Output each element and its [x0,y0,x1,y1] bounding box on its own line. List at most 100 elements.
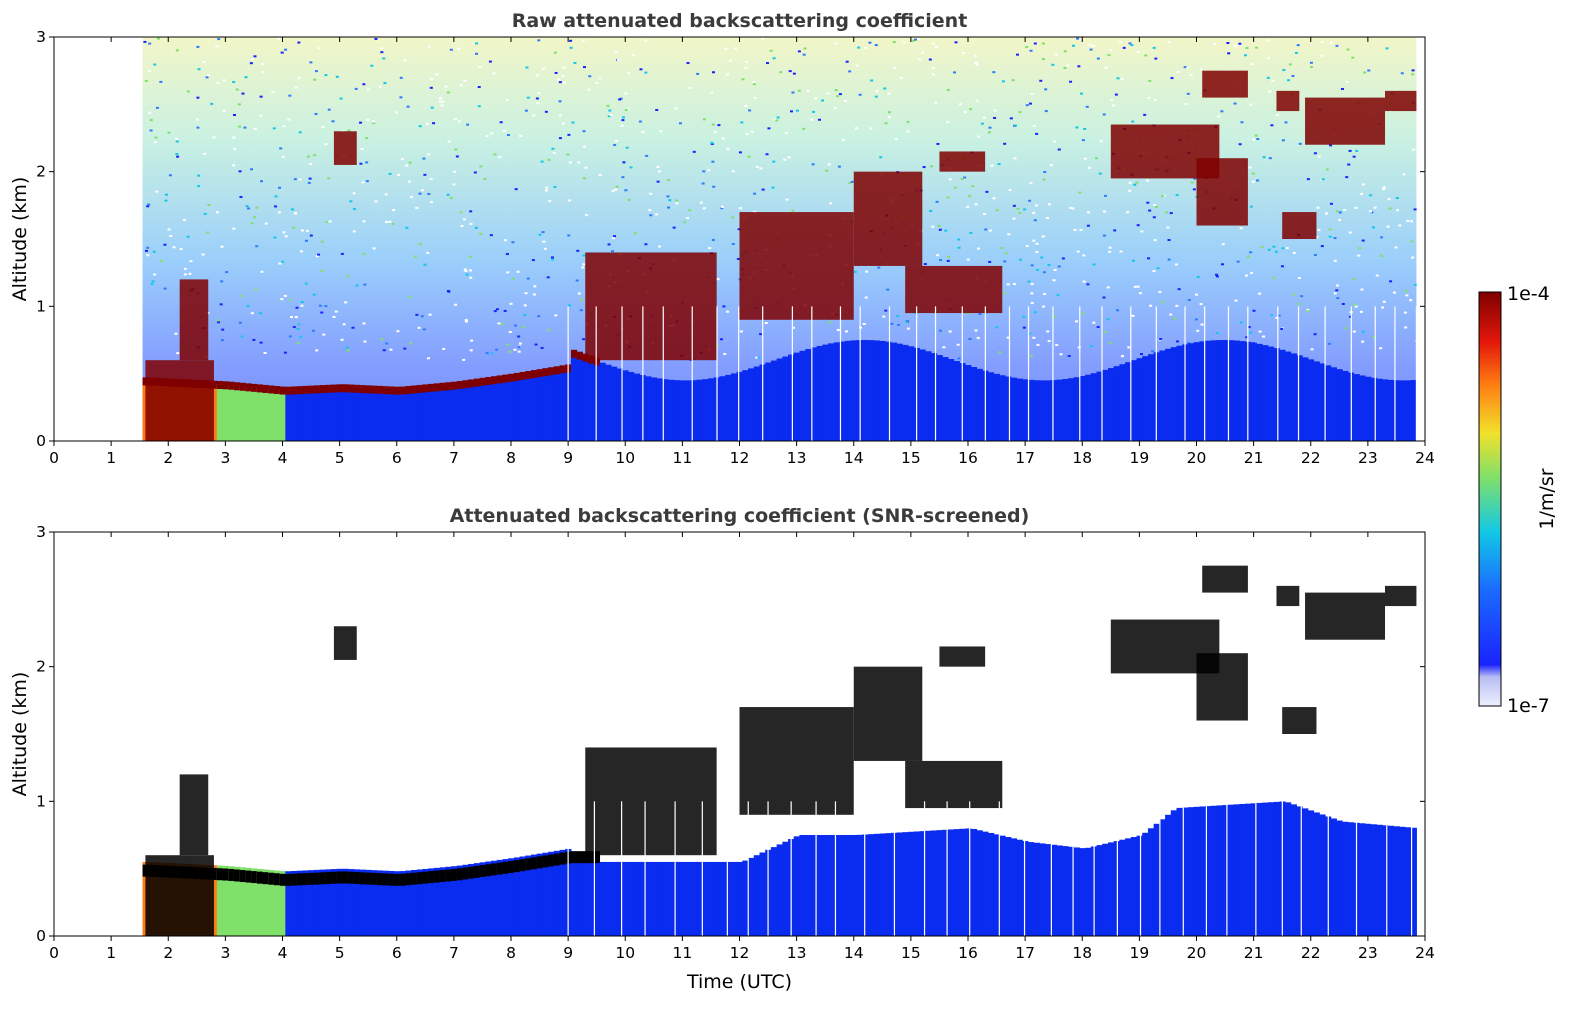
noise-pixel [1054,53,1058,56]
noise-pixel [1348,149,1352,152]
noise-pixel [833,106,837,109]
noise-pixel [884,309,888,312]
x-tick-label: 2 [163,449,173,467]
screened-signal-cell [593,861,601,936]
noise-pixel [260,270,264,273]
noise-pixel [238,170,242,173]
noise-pixel [1251,180,1255,183]
boundary-layer-cell [1216,340,1223,441]
noise-pixel [245,205,249,208]
noise-pixel [869,127,873,130]
noise-pixel [1256,138,1260,141]
cloud-base-cell [468,379,475,388]
noise-pixel [1345,80,1349,83]
noise-pixel [513,348,517,351]
screened-signal-cell [913,831,920,936]
noise-pixel [163,287,167,290]
screened-signal-cell [1239,803,1246,936]
noise-pixel [1215,332,1219,335]
noise-pixel [212,136,216,139]
noise-pixel [176,155,180,158]
screened-signal-cell [405,870,412,936]
noise-pixel [736,257,740,260]
screened-signal-cell [1125,838,1132,936]
noise-pixel [582,177,586,180]
x-tick-label: 11 [673,944,693,962]
noise-pixel [447,290,451,293]
noise-pixel [174,137,178,140]
noise-pixel [1333,259,1337,262]
noise-pixel [246,304,250,307]
boundary-layer-cell [570,352,578,441]
screened-signal-cell [1250,803,1257,936]
noise-pixel [153,141,157,144]
noise-pixel [1033,219,1037,222]
noise-pixel [548,199,552,202]
noise-pixel [587,88,591,91]
noise-pixel [442,347,446,350]
screened-signal-cell [1410,827,1417,936]
screened-signal-cell [262,869,269,936]
noise-pixel [733,47,737,50]
screened-signal-cell [628,861,635,936]
noise-pixel [1300,295,1304,298]
noise-pixel [309,234,313,237]
noise-pixel [1404,326,1408,329]
noise-pixel [313,78,317,81]
saturated-cloud-cell [496,862,503,875]
noise-pixel [352,208,356,211]
noise-pixel [541,231,545,234]
noise-pixel [711,238,715,241]
noise-pixel [1297,302,1301,305]
noise-pixel [615,139,619,142]
noise-pixel [577,292,581,295]
noise-pixel [298,178,302,181]
noise-pixel [1170,77,1174,80]
boundary-layer-cell [576,354,583,441]
cloud-base-cell [559,365,566,374]
noise-pixel [946,196,950,199]
noise-pixel [1369,194,1373,197]
noise-pixel [317,47,321,50]
saturated-cloud-cell [239,870,246,883]
noise-pixel [428,313,432,316]
noise-pixel [1042,271,1046,274]
noise-pixel [1361,330,1365,333]
noise-pixel [255,245,259,248]
noise-pixel [347,129,351,132]
noise-pixel [1336,284,1340,287]
screened-signal-cell [696,861,703,936]
screened-signal-cell [1067,846,1075,936]
boundary-layer-cell [993,373,1000,441]
noise-pixel [675,199,679,202]
noise-pixel [1073,228,1077,231]
noise-pixel [1095,157,1099,160]
noise-pixel [240,294,244,297]
noise-pixel [1077,38,1081,41]
noise-pixel [1081,312,1085,315]
boundary-layer-cell [1296,355,1303,441]
noise-pixel [612,237,616,240]
boundary-layer-cell [313,388,321,441]
noise-pixel [1284,121,1288,124]
screened-signal-cell [1302,808,1309,936]
screened-signal-cell [296,870,303,936]
noise-pixel [423,173,427,176]
noise-pixel [1267,56,1271,59]
noise-pixel [1088,43,1092,46]
boundary-layer-cell [228,384,235,441]
screened-signal-cell [896,832,903,936]
noise-pixel [490,352,494,355]
boundary-layer-cell [1027,379,1035,441]
noise-pixel [335,75,339,78]
noise-pixel [1379,254,1383,257]
screened-signal-cell [1107,842,1115,936]
x-tick-label: 11 [673,449,693,467]
noise-pixel [391,222,395,225]
noise-pixel [1082,280,1086,283]
heatmap-area [142,37,1419,441]
noise-pixel [655,213,659,216]
noise-pixel [273,236,277,239]
noise-pixel [1373,206,1377,209]
noise-pixel [1345,176,1349,179]
